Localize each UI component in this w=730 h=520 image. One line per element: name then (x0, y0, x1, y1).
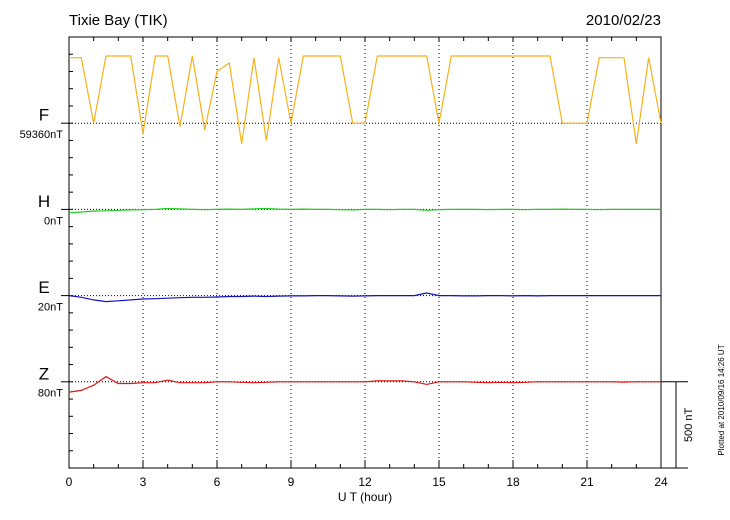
x-tick-label: 0 (66, 475, 73, 489)
x-tick-label: 18 (506, 475, 520, 489)
series-name: H (38, 192, 50, 211)
series-line (68, 292, 661, 303)
series-line (68, 375, 661, 393)
chart-date: 2010/02/23 (586, 12, 661, 29)
x-tick-label: 3 (140, 475, 147, 489)
series-line (68, 207, 661, 214)
x-axis-label: U T (hour) (338, 490, 392, 504)
scale-bar-label: 500 nT (683, 407, 695, 442)
baseline-label: 59360nT (20, 129, 64, 141)
x-tick-label: 15 (432, 475, 446, 489)
series-name: E (38, 278, 49, 297)
chart-title: Tixie Bay (TIK) (69, 12, 168, 29)
x-tick-label: 12 (358, 475, 372, 489)
x-tick-label: 9 (288, 475, 295, 489)
x-tick-label: 21 (580, 475, 594, 489)
footnote: Plotted at 2010/09/16 14:26 UT (717, 344, 726, 455)
baseline-label: 20nT (38, 302, 63, 314)
series-name: F (39, 106, 49, 125)
x-tick-label: 6 (214, 475, 221, 489)
baseline-label: 80nT (38, 388, 63, 400)
series-name: Z (39, 364, 49, 383)
baseline-label: 0nT (44, 215, 63, 227)
series-line (69, 55, 662, 144)
x-tick-label: 24 (654, 475, 668, 489)
